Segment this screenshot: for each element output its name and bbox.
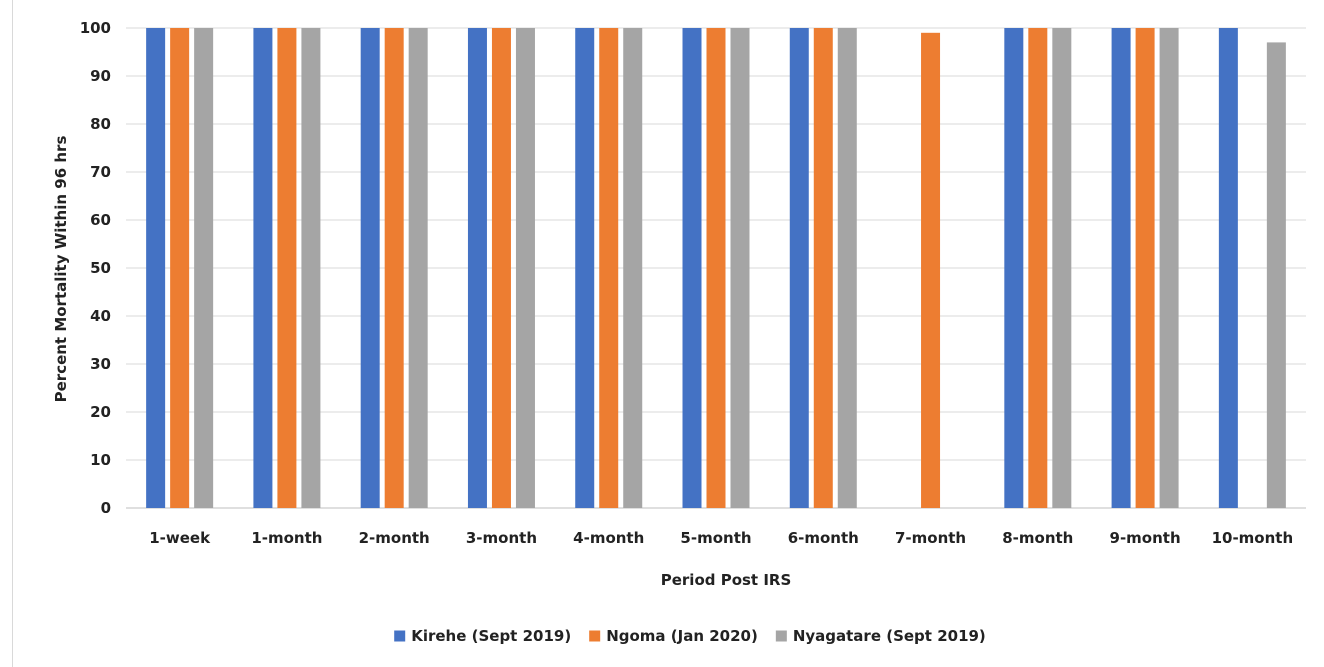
bar-kirehe-sept-2019-8-month <box>1004 28 1024 508</box>
bar-ngoma-jan-2020-9-month <box>1135 28 1155 508</box>
y-tick-label: 20 <box>90 403 111 421</box>
bar-kirehe-sept-2019-1-week <box>146 28 166 508</box>
bar-kirehe-sept-2019-3-month <box>467 28 487 508</box>
x-tick-label: 3-month <box>466 529 537 547</box>
bar-nyagatare-sept-2019-8-month <box>1052 28 1072 508</box>
bar-ngoma-jan-2020-3-month <box>491 28 511 508</box>
legend-label: Ngoma (Jan 2020) <box>606 627 758 645</box>
bar-nyagatare-sept-2019-4-month <box>623 28 643 508</box>
bar-kirehe-sept-2019-6-month <box>789 28 809 508</box>
bar-nyagatare-sept-2019-3-month <box>515 28 535 508</box>
x-tick-label: 1-week <box>149 529 211 547</box>
bar-ngoma-jan-2020-4-month <box>599 28 619 508</box>
legend-label: Nyagatare (Sept 2019) <box>793 627 986 645</box>
y-tick-label: 10 <box>90 451 111 469</box>
legend-swatch-ngoma-jan-2020 <box>589 630 601 642</box>
bar-ngoma-jan-2020-2-month <box>384 28 404 508</box>
x-axis-ticks: 1-week 1-month 2-month 3-month 4-month 5-mont… <box>149 529 1293 547</box>
x-tick-label: 5-month <box>680 529 751 547</box>
x-axis-title: Period Post IRS <box>661 571 792 589</box>
y-axis-ticks: 0 10 20 30 40 50 60 70 80 90 100 <box>80 19 111 517</box>
bar-ngoma-jan-2020-8-month <box>1028 28 1048 508</box>
y-tick-label: 100 <box>80 19 111 37</box>
bar-kirehe-sept-2019-4-month <box>575 28 595 508</box>
legend-label: Kirehe (Sept 2019) <box>411 627 571 645</box>
x-tick-label: 6-month <box>788 529 859 547</box>
y-tick-label: 90 <box>90 67 111 85</box>
bar-kirehe-sept-2019-9-month <box>1111 28 1131 508</box>
bar-ngoma-jan-2020-7-month <box>921 32 941 509</box>
x-tick-label: 7-month <box>895 529 966 547</box>
bar-kirehe-sept-2019-5-month <box>682 28 702 508</box>
bar-nyagatare-sept-2019-2-month <box>408 28 428 508</box>
bar-kirehe-sept-2019-1-month <box>253 28 273 508</box>
bar-nyagatare-sept-2019-1-month <box>301 28 321 508</box>
bar-nyagatare-sept-2019-5-month <box>730 28 750 508</box>
x-tick-label: 2-month <box>359 529 430 547</box>
x-tick-label: 9-month <box>1110 529 1181 547</box>
x-tick-label: 1-month <box>251 529 322 547</box>
x-tick-label: 4-month <box>573 529 644 547</box>
bar-ngoma-jan-2020-1-month <box>277 28 297 508</box>
bar-ngoma-jan-2020-6-month <box>813 28 833 508</box>
bar-kirehe-sept-2019-10-month <box>1218 28 1238 508</box>
legend: Kirehe (Sept 2019) Ngoma (Jan 2020) Nyagat… <box>394 627 986 645</box>
bar-nyagatare-sept-2019-1-week <box>194 28 214 508</box>
y-tick-label: 80 <box>90 115 111 133</box>
x-tick-label: 8-month <box>1002 529 1073 547</box>
bar-nyagatare-sept-2019-10-month <box>1266 42 1286 509</box>
y-tick-label: 40 <box>90 307 111 325</box>
x-tick-label: 10-month <box>1212 529 1294 547</box>
bar-nyagatare-sept-2019-6-month <box>837 28 857 508</box>
y-axis-title: Percent Mortality Within 96 hrs <box>52 136 70 403</box>
bar-ngoma-jan-2020-5-month <box>706 28 726 508</box>
y-tick-label: 30 <box>90 355 111 373</box>
legend-swatch-nyagatare-sept-2019 <box>775 630 787 642</box>
legend-swatch-kirehe-sept-2019 <box>394 630 406 642</box>
y-tick-label: 50 <box>90 259 111 277</box>
bar-ngoma-jan-2020-1-week <box>170 28 190 508</box>
bar-nyagatare-sept-2019-9-month <box>1159 28 1179 508</box>
bars <box>146 28 1286 509</box>
y-tick-label: 70 <box>90 163 111 181</box>
y-tick-label: 0 <box>101 499 111 517</box>
y-tick-label: 60 <box>90 211 111 229</box>
bar-kirehe-sept-2019-2-month <box>360 28 380 508</box>
frame-border-line <box>12 0 13 667</box>
